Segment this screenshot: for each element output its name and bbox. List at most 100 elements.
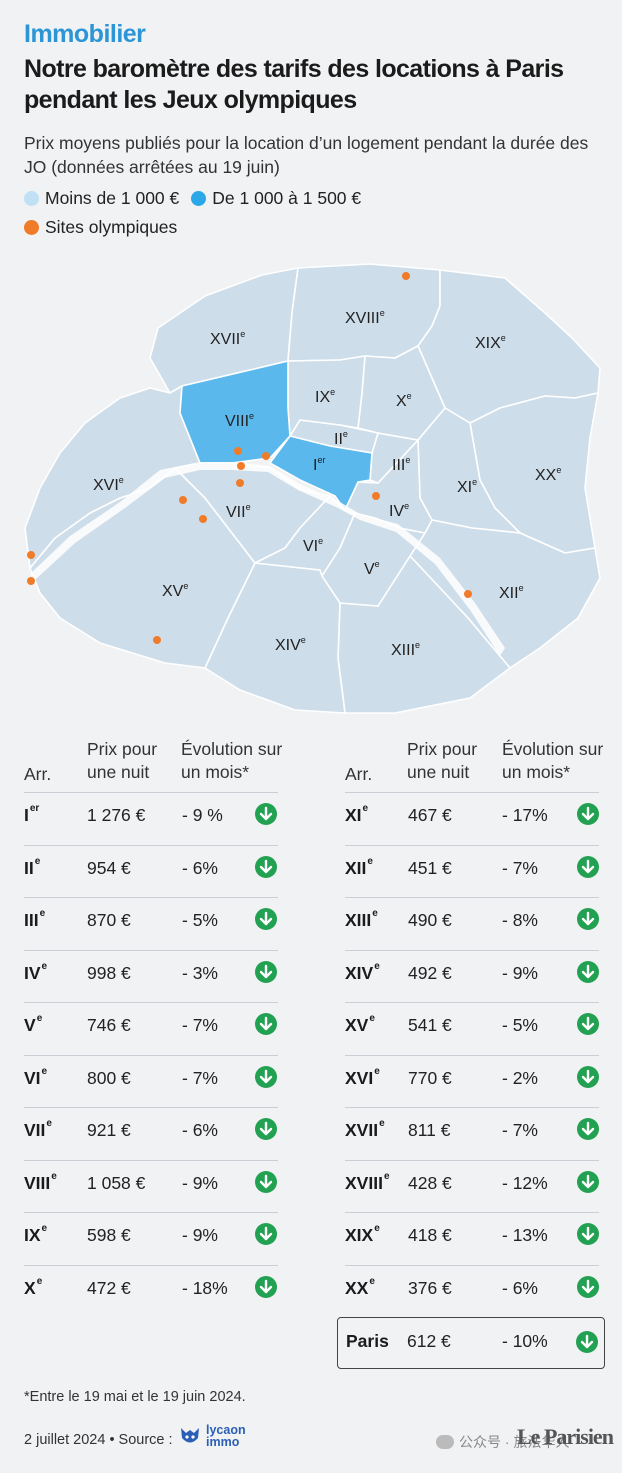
row-divider: [24, 792, 278, 793]
evolution-cell: - 6%: [182, 1120, 218, 1140]
legend-mid: De 1 000 à 1 500 €: [191, 188, 361, 209]
legend-low: Moins de 1 000 €: [24, 188, 179, 209]
price-cell: 921 €: [87, 1120, 131, 1140]
table-row: IIe 954 € - 6%: [0, 844, 622, 897]
arr-label: Ier: [24, 803, 40, 825]
lycaon-logo: lycaon immo: [178, 1424, 246, 1448]
down-arrow-icon: [577, 1275, 599, 1298]
price-cell: 811 €: [408, 1120, 451, 1140]
table-row: Ier 1 276 € - 9 %: [0, 792, 622, 844]
table-row: IVe 998 € - 3%: [0, 949, 622, 1002]
arr-label: VIIIe: [24, 1170, 57, 1193]
down-arrow-icon: [255, 1013, 277, 1035]
price-cell: 376 €: [408, 1277, 452, 1298]
district-label-IX: IXe: [315, 387, 335, 406]
row-divider: [24, 1107, 278, 1108]
arr-label: XIIIe: [345, 908, 378, 930]
down-arrow-icon: [577, 1065, 599, 1088]
price-cell: 418 €: [408, 1225, 452, 1245]
district-label-XX: XXe: [535, 465, 561, 484]
table-row: XIIIe 490 € - 8%: [0, 897, 622, 949]
evolution-cell: - 2%: [502, 1067, 538, 1088]
evolution-cell: - 7%: [182, 1067, 218, 1088]
row-divider: [24, 897, 278, 898]
down-arrow-icon: [577, 855, 599, 878]
arr-label: XXe: [345, 1275, 375, 1298]
down-arrow-icon: [577, 1170, 599, 1193]
site-dot: [236, 479, 244, 487]
table-row: Xe 472 € - 18%: [0, 1264, 622, 1317]
lycaon-text-1: lycaon: [206, 1423, 246, 1437]
legend-low-label: Moins de 1 000 €: [45, 188, 180, 208]
arr-label: Xe: [24, 1275, 43, 1298]
evolution-cell: - 6%: [182, 857, 218, 878]
legend-mid-swatch: [191, 191, 207, 206]
evolution-cell: - 8%: [502, 910, 538, 930]
district-label-XI: XIe: [457, 477, 477, 496]
price-cell: 598 €: [87, 1225, 131, 1245]
district-label-I: Ier: [313, 455, 325, 474]
table-row: VIIIe 1 058 € - 9%: [0, 1159, 622, 1212]
evolution-cell: - 9%: [182, 1172, 218, 1193]
price-cell: 467 €: [408, 805, 452, 825]
row-divider: [345, 949, 599, 951]
down-arrow-icon: [577, 908, 599, 930]
evolution-cell: - 12%: [502, 1172, 548, 1193]
watermark-text: 公众号 · 旅法华人: [459, 1434, 570, 1450]
down-arrow-icon: [577, 803, 599, 825]
evolution-cell: - 17%: [502, 805, 548, 825]
price-cell: 541 €: [408, 1015, 452, 1035]
wechat-icon: [436, 1435, 454, 1449]
price-cell: 954 €: [87, 857, 131, 878]
district-I: [269, 435, 373, 511]
row-divider: [345, 1159, 599, 1161]
evolution-cell: - 9 %: [182, 805, 223, 825]
price-cell: 428 €: [408, 1172, 452, 1193]
down-arrow-icon: [255, 960, 277, 983]
down-arrow-icon: [255, 1170, 277, 1193]
price-cell: 472 €: [87, 1277, 131, 1298]
price-cell: 1 276 €: [87, 805, 146, 825]
arr-label: VIIe: [24, 1118, 52, 1140]
col-header-price-right: Prix pour une nuit: [407, 739, 478, 782]
site-dot: [153, 636, 161, 644]
down-arrow-icon: [577, 960, 599, 983]
site-dot: [27, 577, 35, 585]
evolution-cell: - 6%: [502, 1277, 538, 1298]
district-label-XIX: XIXe: [475, 333, 506, 352]
table-row: VIIe 921 € - 6%: [0, 1107, 622, 1159]
evolution-cell: - 3%: [182, 962, 218, 983]
site-dot: [402, 272, 410, 280]
legend-sites-item: Sites olympiques: [24, 217, 177, 238]
down-arrow-icon: [577, 1013, 599, 1035]
price-cell: 870 €: [87, 910, 131, 930]
site-dot: [372, 492, 380, 500]
district-label-XV: XVe: [162, 581, 188, 600]
evolution-cell: - 9%: [182, 1225, 218, 1245]
paris-label: Paris: [346, 1331, 389, 1351]
row-divider: [24, 1002, 278, 1003]
paris-total-row: Paris 612 € - 10%: [337, 1317, 605, 1369]
table-row: XIXe 418 € - 13%: [0, 1212, 622, 1264]
table-row: XVIIe 811 € - 7%: [0, 1107, 622, 1159]
price-cell: 451 €: [408, 857, 452, 878]
down-arrow-icon: [577, 1118, 599, 1140]
arr-label: IVe: [24, 960, 48, 983]
legend-mid-label: De 1 000 à 1 500 €: [212, 188, 362, 208]
site-dot: [234, 447, 242, 455]
district-label-VII: VIIe: [226, 502, 251, 521]
evolution-cell: - 7%: [502, 857, 538, 878]
district-label-IV: IVe: [389, 501, 409, 520]
district-label-II: IIe: [334, 429, 348, 448]
table-row: XVIe 770 € - 2%: [0, 1054, 622, 1107]
down-arrow-icon: [255, 1118, 277, 1140]
arr-label: XVIIIe: [345, 1170, 390, 1193]
table-row: IXe 598 € - 9%: [0, 1212, 622, 1264]
arr-label: XIXe: [345, 1223, 380, 1245]
arr-label: XVe: [345, 1013, 375, 1035]
price-cell: 492 €: [408, 962, 452, 983]
arr-label: Ve: [24, 1013, 43, 1035]
watermark: 公众号 · 旅法华人: [436, 1432, 569, 1452]
arr-label: XVIIe: [345, 1118, 385, 1140]
row-divider: [24, 1264, 278, 1266]
